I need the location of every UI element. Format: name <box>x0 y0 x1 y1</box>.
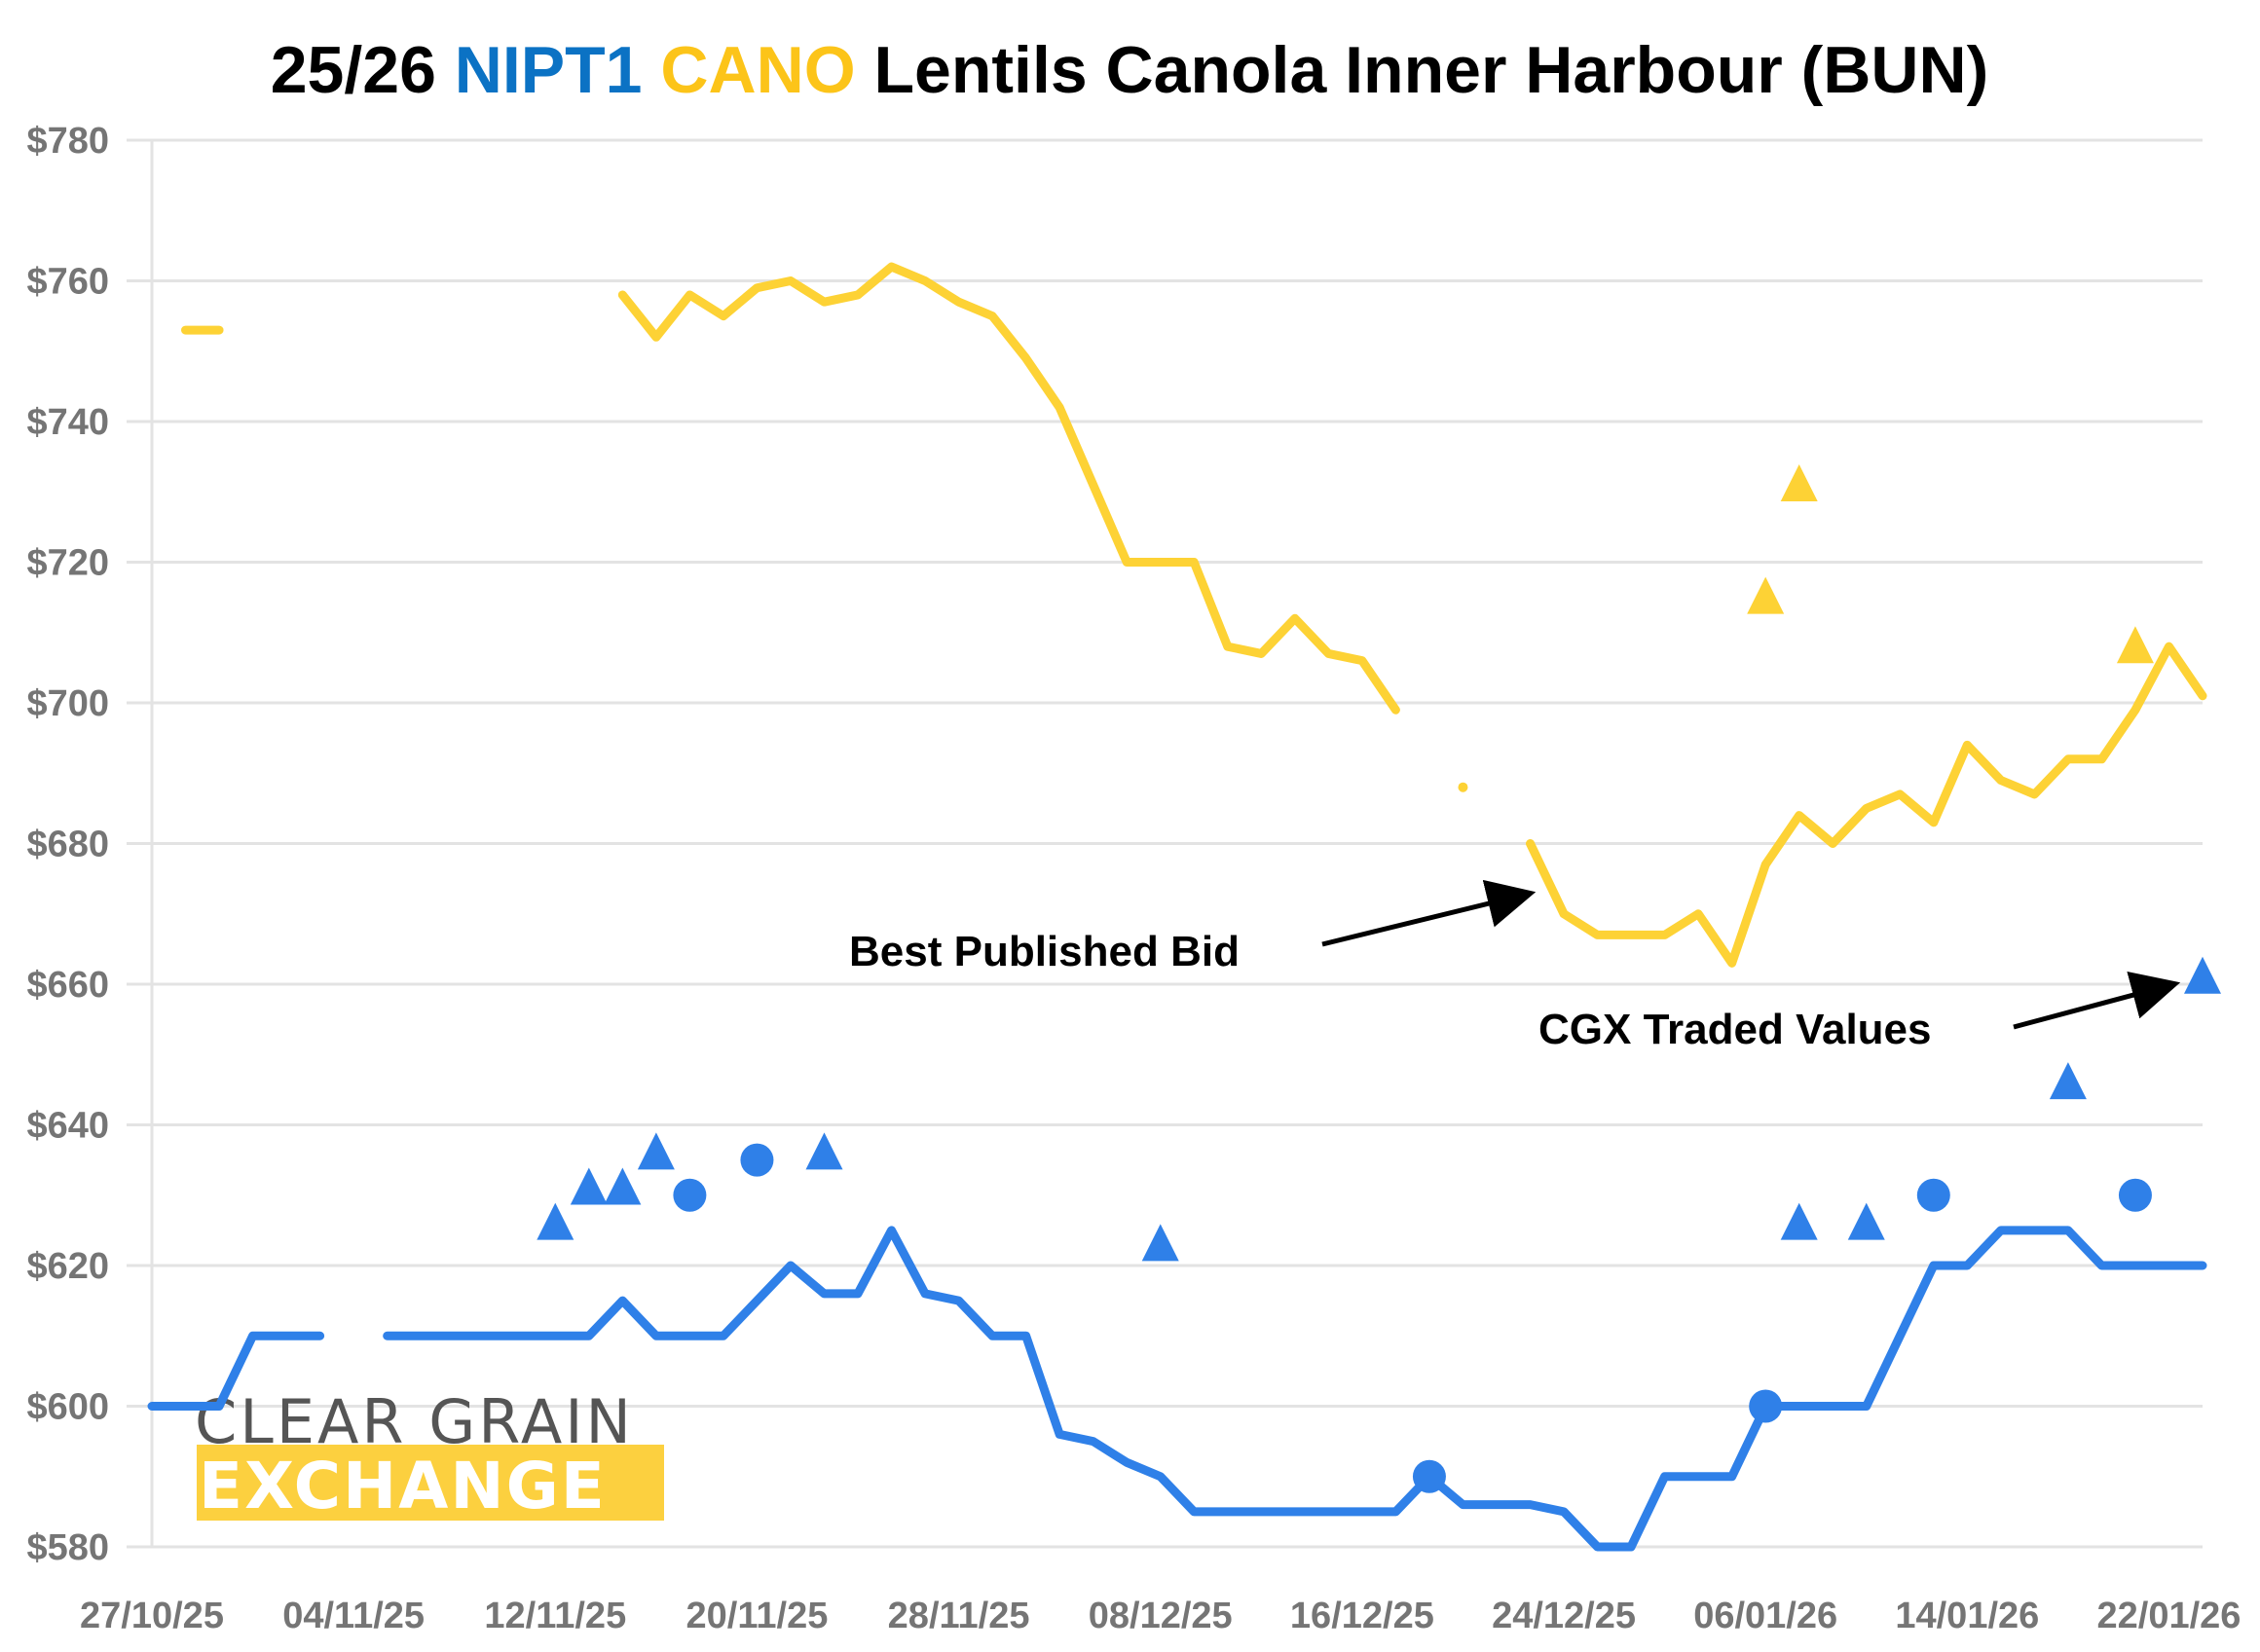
traded-value-triangle <box>2116 626 2154 664</box>
x-tick-label: 20/11/25 <box>686 1596 829 1636</box>
traded-value-triangle <box>637 1132 675 1170</box>
traded-value-triangle <box>1847 1202 1885 1240</box>
traded-value-triangle <box>537 1202 574 1240</box>
traded-value-triangle <box>1141 1224 1179 1262</box>
y-tick-label: $600 <box>26 1387 109 1428</box>
x-tick-label: 16/12/25 <box>1290 1596 1434 1636</box>
traded-value-circle <box>740 1143 774 1177</box>
series-line-nipt1-best-published-bid <box>147 1331 325 1411</box>
y-tick-label: $780 <box>26 121 109 162</box>
y-tick-label: $700 <box>26 683 109 724</box>
series-layer <box>147 262 2207 1552</box>
title-part: Lentils Canola Inner Harbour (BUN) <box>856 33 1989 107</box>
logo-band <box>197 1445 664 1521</box>
traded-value-triangle <box>570 1167 608 1205</box>
traded-value-triangle <box>2184 956 2221 994</box>
series-line-nipt1-best-published-bid <box>383 1226 2207 1552</box>
x-tick-label: 04/11/25 <box>282 1596 425 1636</box>
x-tick-label: 14/01/26 <box>1895 1596 2039 1636</box>
y-tick-label: $760 <box>26 262 109 303</box>
x-axis-ticks: 27/10/25 04/11/25 12/11/25 20/11/25 28/11/25… <box>80 1596 2241 1636</box>
annotation-arrow <box>2013 971 2181 1030</box>
logo-line2: EXCHANGE <box>199 1449 607 1524</box>
y-tick-label: $680 <box>26 825 109 865</box>
traded-value-triangle <box>1780 1202 1818 1240</box>
chart-title: 25/26 NIPT1 CANO Lentils Canola Inner Ha… <box>271 33 1989 107</box>
series-line-cano-best-published-bid <box>1526 642 2207 968</box>
y-tick-label: $620 <box>26 1246 109 1287</box>
y-tick-label: $720 <box>26 543 109 584</box>
y-tick-label: $640 <box>26 1106 109 1147</box>
gridlines <box>127 138 2203 1549</box>
annotation-arrow <box>1321 879 1537 947</box>
annotations: Best Published Bid CGX Traded Values <box>849 879 2181 1053</box>
title-part: NIPT1 <box>455 33 643 107</box>
title-part: CANO <box>660 33 855 107</box>
title-part <box>643 33 661 107</box>
y-tick-label: $580 <box>26 1527 109 1568</box>
annotation-cgx-traded-values: CGX Traded Values <box>1538 1006 1932 1053</box>
x-tick-label: 24/12/25 <box>1492 1596 1636 1636</box>
annotation-best-published-bid: Best Published Bid <box>849 928 1240 975</box>
traded-value-circle <box>1916 1178 1950 1212</box>
x-tick-label: 27/10/25 <box>80 1596 224 1636</box>
y-tick-label: $660 <box>26 965 109 1006</box>
y-axis-ticks: $580 $600 $620 $640 $660 $680 $700 $720 $740 $760… <box>26 121 109 1568</box>
traded-value-triangle <box>805 1132 843 1170</box>
traded-value-triangle <box>1780 464 1818 502</box>
x-tick-label: 08/12/25 <box>1089 1596 1233 1636</box>
x-tick-label: 28/11/25 <box>888 1596 1030 1636</box>
markers-layer <box>537 464 2221 1493</box>
series-line-cano-best-published-bid <box>617 262 1400 715</box>
traded-value-triangle <box>1747 576 1785 614</box>
traded-value-circle <box>673 1178 707 1212</box>
traded-value-circle <box>1412 1459 1446 1493</box>
x-tick-label: 12/11/25 <box>484 1596 626 1636</box>
traded-value-circle <box>2118 1178 2152 1212</box>
y-tick-label: $740 <box>26 402 109 443</box>
clear-grain-exchange-logo: CLEAR GRAIN EXCHANGE <box>195 1386 664 1524</box>
series-point <box>1458 782 1468 792</box>
x-tick-label: 06/01/26 <box>1693 1596 1837 1636</box>
title-part: 25/26 <box>271 33 455 107</box>
traded-value-triangle <box>604 1167 642 1205</box>
traded-value-triangle <box>2049 1062 2087 1100</box>
x-tick-label: 22/01/26 <box>2097 1596 2241 1636</box>
traded-value-circle <box>1749 1389 1783 1423</box>
